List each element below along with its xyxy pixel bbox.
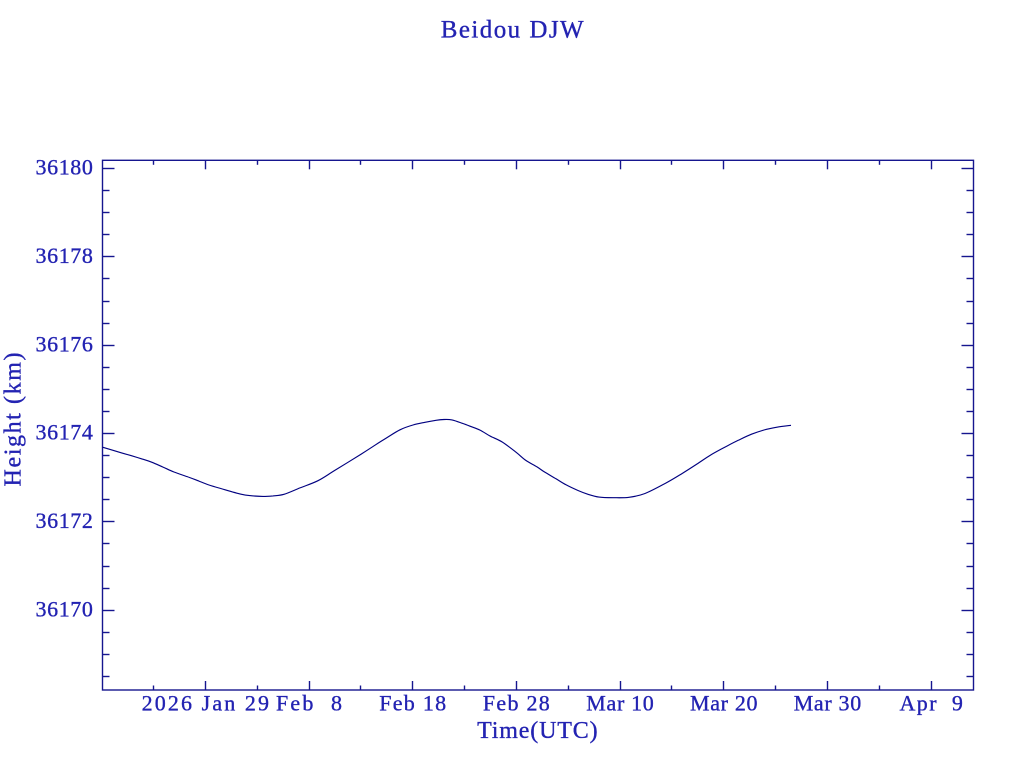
- svg-text:Mar 10: Mar 10: [586, 691, 654, 716]
- svg-text:36170: 36170: [36, 596, 94, 621]
- svg-text:Height (km): Height (km): [1, 351, 27, 487]
- svg-text:2026 Jan 29: 2026 Jan 29: [142, 691, 271, 716]
- svg-text:Mar 20: Mar 20: [690, 691, 758, 716]
- svg-text:36174: 36174: [36, 420, 94, 445]
- svg-text:Feb 28: Feb 28: [483, 691, 551, 716]
- svg-text:36180: 36180: [36, 155, 94, 180]
- svg-text:36176: 36176: [36, 331, 94, 356]
- svg-text:Time(UTC): Time(UTC): [477, 718, 598, 744]
- svg-text:Mar 30: Mar 30: [794, 691, 862, 716]
- svg-text:Feb 8: Feb 8: [276, 691, 344, 716]
- svg-text:Apr 9: Apr 9: [899, 691, 964, 716]
- svg-text:Feb 18: Feb 18: [379, 691, 447, 716]
- svg-text:36172: 36172: [36, 508, 94, 533]
- svg-text:36178: 36178: [36, 243, 94, 268]
- svg-text:Beidou DJW: Beidou DJW: [441, 17, 585, 44]
